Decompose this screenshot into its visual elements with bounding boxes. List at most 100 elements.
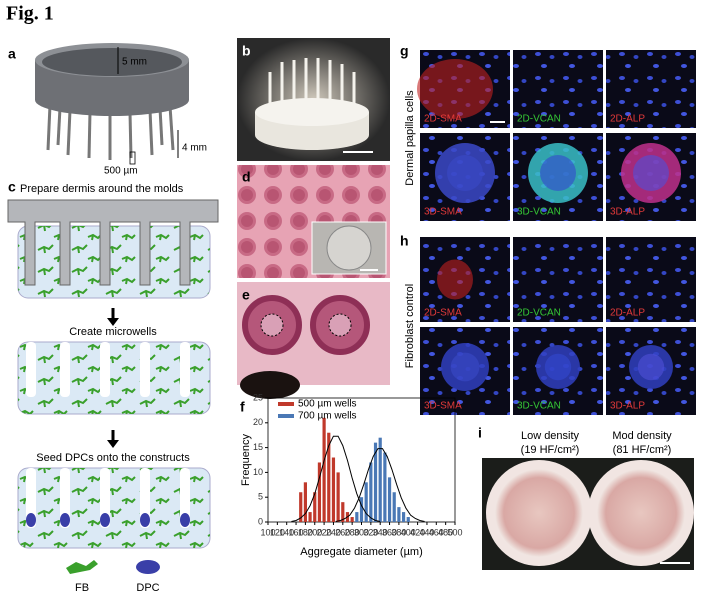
bar (350, 517, 354, 522)
bar (336, 472, 340, 522)
x-tick-label: 280 (345, 527, 360, 537)
figure-title: Fig. 1 (6, 3, 54, 25)
micrograph (606, 50, 696, 128)
x-tick-label: 200 (307, 527, 322, 537)
panel-label: e (242, 287, 250, 303)
bar (355, 512, 359, 522)
x-axis-label: Aggregate diameter (µm) (300, 546, 423, 558)
y-axis-label: Frequency (240, 434, 252, 486)
photo-label: (81 HF/cm²) (613, 444, 672, 456)
stain-label: 2D-SMA (424, 308, 462, 319)
micrograph (513, 237, 603, 322)
legend-swatch (278, 402, 294, 406)
x-tick-label: 400 (401, 527, 416, 537)
step-label: Seed DPCs onto the constructs (36, 452, 190, 464)
panel-label: a (8, 46, 16, 62)
x-tick-label: 320 (363, 527, 378, 537)
fit-curve (291, 435, 381, 522)
spheroid-core (544, 353, 572, 381)
x-tick-label: 100 (260, 527, 275, 537)
panel-label: b (242, 43, 251, 59)
stain-label: 2D-SMA (424, 114, 462, 125)
panel-label: g (400, 43, 409, 59)
panel-label: f (240, 399, 245, 415)
inset (311, 221, 387, 275)
stain-label: 3D-SMA (424, 207, 462, 218)
y-tick-label: 20 (253, 417, 263, 427)
x-tick-label: 360 (382, 527, 397, 537)
stain-label: 3D-SMA (424, 401, 462, 412)
y-tick-label: 25 (253, 392, 263, 402)
stain-label: 3D-VCAN (517, 207, 561, 218)
bar (397, 507, 401, 522)
y-tick-label: 0 (258, 516, 263, 526)
bar (308, 512, 312, 522)
stain-label: 3D-ALP (610, 401, 645, 412)
panel-label: h (400, 233, 409, 249)
legend-label: FB (75, 582, 89, 594)
x-tick-label: 420 (410, 527, 425, 537)
x-tick-label: 160 (289, 527, 304, 537)
y-tick-label: 15 (253, 442, 263, 452)
stain-label: 2D-VCAN (517, 308, 561, 319)
bar (317, 462, 322, 522)
bar (392, 492, 396, 522)
x-tick-label: 340 (373, 527, 388, 537)
bar (322, 417, 326, 522)
bar (373, 442, 378, 522)
fit-curve (335, 448, 425, 522)
photo-label: (19 HF/cm²) (521, 444, 580, 456)
x-tick-label: 440 (419, 527, 434, 537)
bar (303, 482, 307, 522)
bar (383, 452, 387, 522)
x-tick-label: 500 (447, 527, 462, 537)
panel-label: i (478, 425, 482, 441)
bar (313, 492, 317, 522)
step-label: Prepare dermis around the molds (20, 183, 184, 195)
dimension-label: 5 mm (122, 57, 147, 68)
x-tick-label: 140 (279, 527, 294, 537)
spheroid-core (447, 155, 483, 191)
step-label: Create microwells (69, 326, 157, 338)
legend-swatch (278, 414, 294, 418)
bar (359, 497, 364, 522)
stain (417, 59, 493, 119)
x-tick-label: 180 (298, 527, 313, 537)
bar (341, 502, 345, 522)
spheroid-core (450, 352, 480, 382)
x-tick-label: 220 (317, 527, 332, 537)
stain-label: 3D-ALP (610, 207, 645, 218)
spheroid-core (540, 155, 576, 191)
schematic (7, 199, 219, 574)
legend-label: 700 µm wells (298, 411, 357, 422)
bar (364, 482, 368, 522)
mold-photo (255, 58, 373, 153)
mold-drawing (35, 43, 189, 165)
bar (378, 437, 382, 522)
x-tick-label: 240 (326, 527, 341, 537)
photo-label: Mod density (612, 430, 672, 442)
micrograph (606, 237, 696, 322)
bar (331, 457, 336, 522)
micrograph (513, 50, 603, 128)
dimension-label: 4 mm (182, 143, 207, 154)
stain-label: 2D-VCAN (517, 114, 561, 125)
micrograph-grid: 2D-SMA 2D-VCAN 2D-ALP 3D-SMA 3D-VCAN 3D-ALP 2D… (417, 50, 696, 415)
side-label: Fibroblast control (404, 284, 416, 368)
legend-label: DPC (136, 582, 159, 594)
bar (401, 512, 406, 522)
stain-label: 2D-ALP (610, 308, 645, 319)
bar (387, 477, 392, 522)
bar (299, 492, 303, 522)
x-tick-label: 480 (438, 527, 453, 537)
construct-photo (482, 458, 694, 570)
side-label: Dermal papilla cells (404, 90, 416, 186)
bar (369, 462, 373, 522)
legend-label: 500 µm wells (298, 399, 357, 410)
histogram: 0 5 10 15 20 25 100120140160180200220240260280… (240, 392, 463, 558)
y-tick-label: 10 (253, 467, 263, 477)
x-tick-label: 380 (391, 527, 406, 537)
bar (406, 517, 410, 522)
dimension-label: 500 µm (104, 166, 138, 177)
